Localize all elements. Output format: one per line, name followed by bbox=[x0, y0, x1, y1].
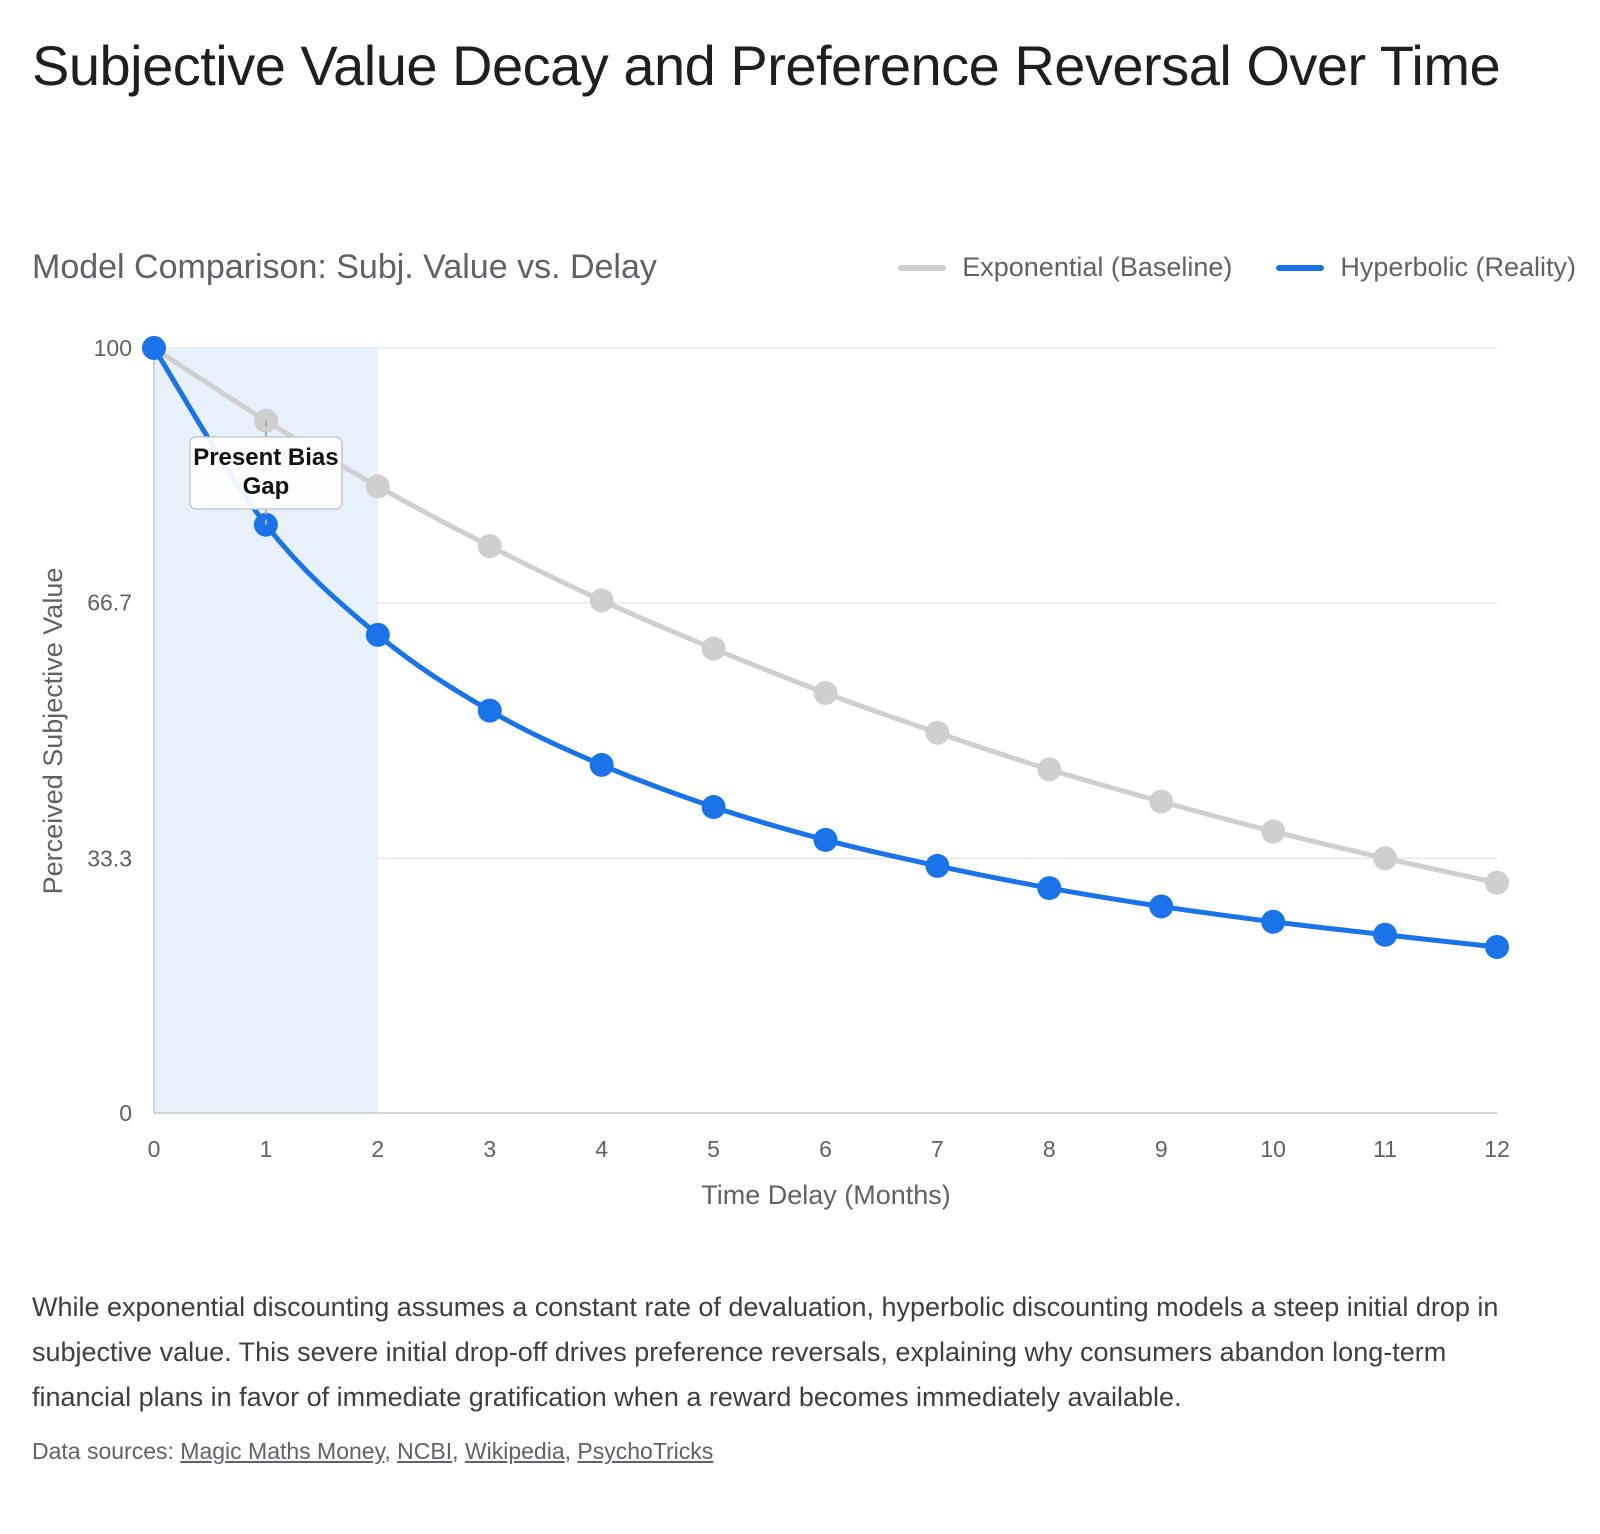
data-point-hyperbolic bbox=[925, 853, 950, 878]
source-link-ncbi[interactable]: NCBI bbox=[397, 1438, 453, 1464]
x-tick-label: 3 bbox=[483, 1136, 496, 1162]
annotation-box bbox=[189, 436, 343, 510]
x-tick-label: 2 bbox=[371, 1136, 384, 1162]
x-axis-title: Time Delay (Months) bbox=[701, 1180, 951, 1210]
sources-prefix: Data sources: bbox=[32, 1438, 174, 1464]
data-point-exponential bbox=[813, 681, 838, 706]
data-point-hyperbolic bbox=[1485, 934, 1509, 959]
x-tick-label: 1 bbox=[260, 1136, 273, 1162]
data-point-exponential bbox=[477, 534, 502, 559]
y-axis-title: Perceived Subjective Value bbox=[38, 568, 68, 895]
annotation-label: Gap bbox=[243, 473, 290, 500]
legend-label-exponential: Exponential (Baseline) bbox=[962, 252, 1233, 282]
data-point-hyperbolic bbox=[813, 827, 838, 852]
page-title: Subjective Value Decay and Preference Re… bbox=[32, 34, 1501, 97]
data-point-exponential bbox=[1485, 870, 1509, 895]
source-link-magic-maths-money[interactable]: Magic Maths Money bbox=[180, 1438, 385, 1464]
data-point-hyperbolic bbox=[701, 795, 726, 819]
annotation-label: Present Bias bbox=[193, 444, 338, 471]
y-tick-label: 66.7 bbox=[87, 590, 132, 616]
legend-swatch-exponential bbox=[898, 264, 947, 271]
x-tick-label: 11 bbox=[1373, 1136, 1397, 1162]
data-point-hyperbolic bbox=[1037, 876, 1062, 901]
chart-description: While exponential discounting assumes a … bbox=[32, 1292, 1499, 1412]
chart-legend: Exponential (Baseline) Hyperbolic (Reali… bbox=[898, 252, 1576, 283]
data-point-exponential bbox=[589, 588, 614, 613]
data-point-exponential bbox=[1037, 757, 1062, 782]
x-tick-label: 7 bbox=[931, 1136, 944, 1162]
source-link-wikipedia[interactable]: Wikipedia bbox=[464, 1438, 565, 1464]
x-tick-label: 8 bbox=[1043, 1136, 1056, 1162]
data-point-exponential bbox=[365, 474, 390, 499]
x-tick-label: 0 bbox=[148, 1136, 161, 1162]
data-point-hyperbolic bbox=[1373, 922, 1398, 947]
legend-label-hyperbolic: Hyperbolic (Reality) bbox=[1340, 252, 1576, 282]
data-sources: Data sources: Magic Maths Money, NCBI, W… bbox=[32, 1438, 714, 1464]
source-link-psychotricks[interactable]: PsychoTricks bbox=[577, 1438, 714, 1464]
data-point-exponential bbox=[701, 636, 726, 661]
x-tick-label: 4 bbox=[595, 1136, 608, 1162]
data-point-hyperbolic bbox=[589, 752, 614, 777]
data-point-hyperbolic bbox=[142, 336, 166, 360]
series-layer bbox=[142, 336, 1509, 959]
data-point-hyperbolic bbox=[365, 622, 390, 647]
data-point-hyperbolic bbox=[1261, 909, 1286, 934]
legend-item-hyperbolic[interactable]: Hyperbolic (Reality) bbox=[1276, 252, 1576, 283]
data-point-exponential bbox=[925, 720, 950, 745]
grid-lines bbox=[154, 347, 1497, 860]
x-tick-label: 5 bbox=[707, 1136, 720, 1162]
y-tick-label: 100 bbox=[94, 335, 132, 361]
legend-swatch-hyperbolic bbox=[1276, 264, 1325, 271]
data-point-exponential bbox=[1261, 819, 1286, 844]
y-tick-label: 0 bbox=[119, 1100, 132, 1126]
data-point-exponential bbox=[1373, 846, 1398, 871]
y-tick-label: 33.3 bbox=[87, 845, 132, 871]
x-tick-label: 12 bbox=[1484, 1136, 1510, 1162]
data-point-hyperbolic bbox=[1149, 894, 1174, 919]
x-tick-label: 9 bbox=[1155, 1136, 1168, 1162]
x-tick-label: 10 bbox=[1260, 1136, 1286, 1162]
data-point-hyperbolic bbox=[477, 698, 502, 723]
x-tick-label: 6 bbox=[819, 1136, 832, 1162]
legend-item-exponential[interactable]: Exponential (Baseline) bbox=[898, 252, 1232, 283]
chart-subtitle: Model Comparison: Subj. Value vs. Delay bbox=[32, 248, 657, 286]
data-point-exponential bbox=[1149, 789, 1174, 814]
